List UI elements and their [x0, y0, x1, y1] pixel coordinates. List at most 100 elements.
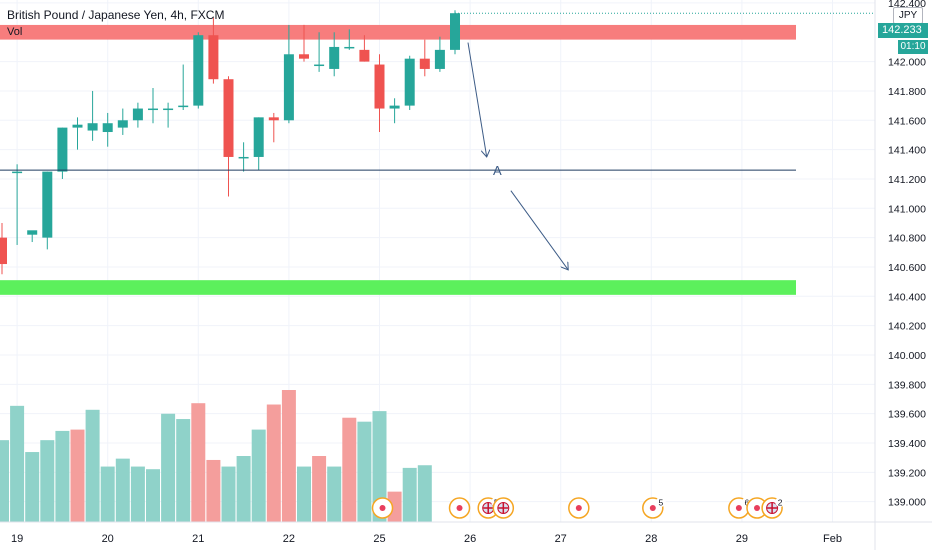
volume-bar [266, 404, 281, 522]
event-count: 6 [745, 498, 750, 508]
chart-drawings: A [0, 12, 875, 270]
candle-body [193, 35, 204, 106]
price-axis: 142.400 142.000 141.800 141.600 141.400 141.2… [874, 0, 926, 550]
event-dot [575, 505, 582, 511]
x-tick-label: 20 [102, 533, 114, 545]
y-tick-label: 141.600 [888, 115, 926, 127]
volume-bar [372, 411, 387, 522]
candle-body [238, 156, 249, 159]
y-tick-label: 139.200 [888, 467, 926, 479]
candle-body [253, 117, 264, 157]
volume-bar [297, 466, 311, 522]
event-markers: 5562 [371, 497, 786, 519]
price-zones [0, 24, 796, 295]
y-tick-label: 142.000 [888, 57, 926, 69]
event-dot [754, 505, 760, 511]
candle-body [163, 108, 174, 111]
volume-bar [402, 467, 417, 522]
candle-body [268, 117, 279, 121]
x-tick-label: Feb [823, 533, 842, 545]
y-tick-label: 141.000 [888, 203, 926, 215]
x-tick-label: 22 [283, 533, 295, 545]
volume-bar [312, 456, 327, 522]
candle-body [299, 54, 309, 59]
support-zone [0, 280, 796, 295]
y-tick-label: 140.200 [888, 321, 926, 333]
candle-body [148, 108, 158, 111]
candle-body [223, 79, 234, 157]
x-tick-label: 25 [373, 533, 385, 545]
y-tick-label: 141.800 [888, 86, 926, 98]
event-dot [735, 505, 742, 511]
candle-body [374, 64, 385, 109]
candle-body [283, 54, 294, 121]
arrow-down-2 [510, 190, 568, 270]
y-tick-label: 139.600 [888, 409, 926, 421]
y-tick-label: 140.600 [888, 262, 926, 274]
drawing-label: A [493, 163, 502, 178]
volume-bar [327, 466, 342, 522]
volume-bar [236, 456, 251, 522]
y-tick-label: 141.400 [888, 145, 926, 157]
volume-bar [0, 440, 9, 522]
volume-bar [191, 403, 206, 522]
last-price-tag: 142.233 [878, 23, 928, 38]
event-count: 2 [778, 498, 783, 508]
event-dot [456, 505, 463, 511]
event-count: 5 [658, 498, 663, 508]
volume-bar [206, 459, 221, 522]
x-tick-label: 19 [11, 533, 23, 545]
candle-body [178, 105, 189, 108]
volume-bar [115, 458, 130, 522]
y-tick-label: 139.000 [888, 497, 926, 509]
volume-bar [70, 429, 85, 522]
volume-bar [146, 469, 160, 522]
candle-body [208, 35, 219, 80]
event-dot [649, 505, 656, 511]
candle-body [314, 64, 325, 67]
y-tick-label: 139.400 [888, 438, 926, 450]
candle-body [12, 171, 23, 174]
candle-body [359, 49, 370, 62]
volume-bar [342, 417, 357, 522]
y-tick-label: 140.400 [888, 291, 926, 303]
currency-badge[interactable]: JPY [893, 7, 923, 24]
candle-body [404, 58, 415, 106]
resistance-zone [0, 24, 796, 40]
candle-body [450, 13, 460, 50]
candle-body [344, 46, 355, 49]
y-tick-label: 139.800 [888, 379, 926, 391]
candle-body [419, 58, 430, 69]
volume-bar [357, 421, 372, 522]
candlesticks [0, 10, 460, 275]
y-tick-label: 140.000 [888, 350, 926, 362]
candle-body [132, 108, 143, 121]
y-tick-label: 142.400 [888, 0, 926, 10]
candle-body [102, 123, 113, 133]
event-dot [379, 505, 386, 511]
y-tick-label: 141.200 [888, 174, 926, 186]
x-tick-label: 26 [464, 533, 476, 545]
volume-bar [130, 466, 145, 522]
x-tick-label: 29 [736, 533, 748, 545]
x-tick-label: 27 [555, 533, 567, 545]
chart-title: British Pound / Japanese Yen, 4h, FXCM [7, 8, 225, 22]
y-tick-label: 140.800 [888, 233, 926, 245]
candle-body [0, 237, 7, 265]
candle-body [87, 123, 98, 131]
volume-bar [85, 409, 100, 522]
volume-bar [55, 430, 70, 522]
event-count-bg [775, 497, 786, 507]
volume-bar [161, 413, 176, 522]
x-tick-label: 21 [192, 533, 204, 545]
bar-countdown: 01:10 [898, 40, 928, 54]
candle-body [434, 49, 445, 69]
candle-body [389, 105, 400, 109]
candle-body [329, 46, 340, 69]
event-count-bg [655, 497, 666, 507]
volume-bar [281, 390, 296, 522]
candle-body [42, 171, 53, 238]
time-axis: 19 20 21 22 25 26 27 28 29 Feb [0, 521, 932, 545]
volume-bar [10, 405, 25, 522]
